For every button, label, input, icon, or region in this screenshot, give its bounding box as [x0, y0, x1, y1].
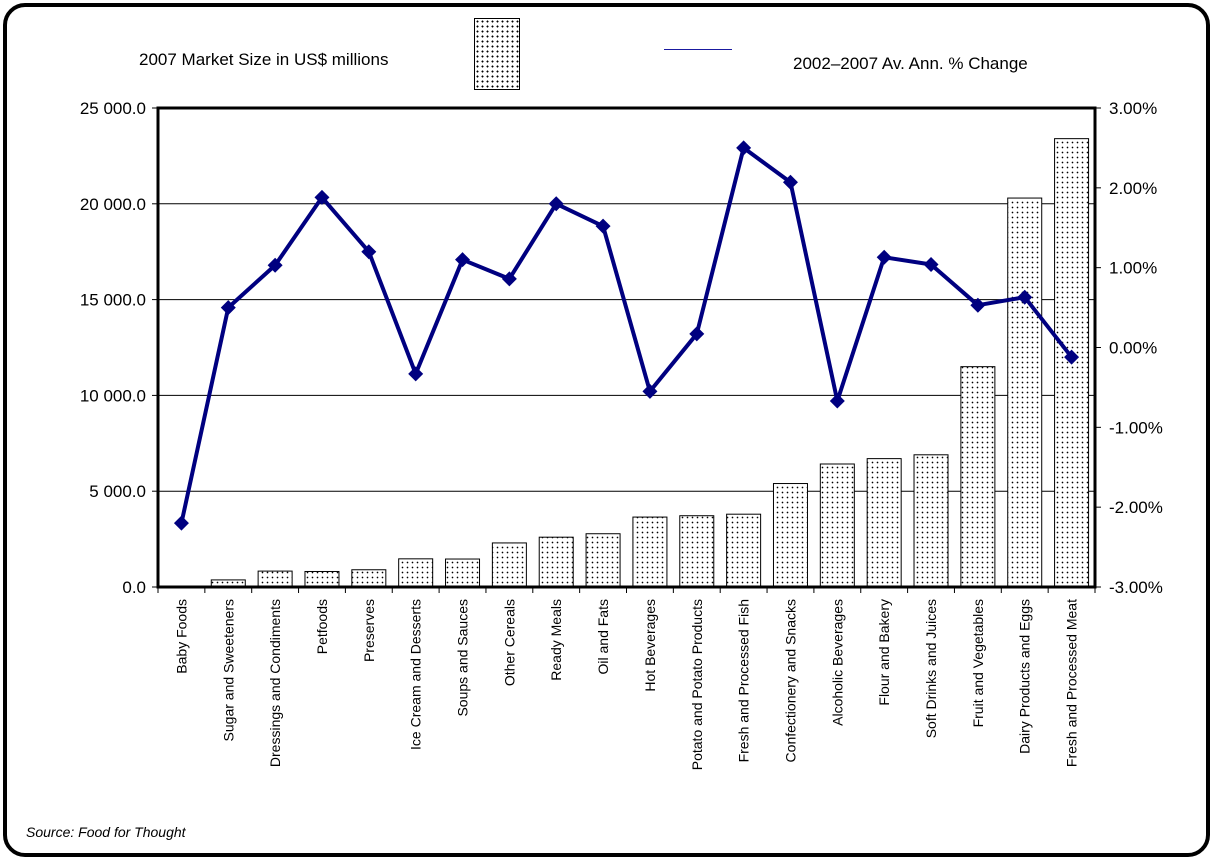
line-point-marker	[314, 189, 330, 205]
line-point-marker	[782, 174, 798, 190]
bar	[491, 542, 527, 588]
left-axis-tick-label: 25 000.0	[80, 99, 146, 118]
bar	[445, 558, 481, 588]
legend-bar-label: 2007 Market Size in US$ millions	[139, 50, 389, 69]
bar	[538, 536, 574, 588]
right-axis-tick-label: -3.00%	[1109, 578, 1163, 597]
x-axis-category-label: Confectionery and Snacks	[782, 599, 798, 762]
line-point-marker	[595, 218, 611, 234]
x-axis-category-label: Dressings and Condiments	[267, 599, 283, 767]
line-point-marker	[642, 383, 658, 399]
plot-area-border	[156, 106, 1097, 589]
x-axis-category-label: Sugar and Sweeteners	[220, 599, 236, 741]
right-axis-tick-label: 0.00%	[1109, 339, 1157, 358]
x-axis-category-label: Alcoholic Beverages	[829, 599, 845, 726]
bar-series	[163, 138, 1090, 588]
line-point-marker	[736, 140, 752, 156]
left-axis-tick-label: 20 000.0	[80, 195, 146, 214]
bar	[726, 513, 762, 588]
bar	[913, 454, 949, 588]
x-axis-category-label: Baby Foods	[173, 599, 189, 674]
line-point-marker	[220, 300, 236, 316]
left-axis-tick-label: 15 000.0	[80, 291, 146, 310]
x-axis-category-label: Fresh and Processed Meat	[1064, 599, 1080, 767]
x-axis-category-label: Hot Beverages	[642, 599, 658, 692]
line-point-marker	[173, 515, 189, 531]
bar	[351, 569, 387, 588]
x-axis-category-label: Dairy Products and Eggs	[1017, 599, 1033, 754]
x-axis-category-label: Fresh and Processed Fish	[736, 599, 752, 762]
source-note: Source: Food for Thought	[26, 824, 186, 840]
right-axis-tick-label: 3.00%	[1109, 99, 1157, 118]
x-axis-category-label: Potato and Potato Products	[689, 599, 705, 770]
line-point-marker	[1064, 349, 1080, 365]
left-axis-tick-label: 0.0	[122, 578, 146, 597]
line-point-marker	[408, 366, 424, 382]
gridlines	[158, 203, 1095, 492]
left-axis-tick-label: 10 000.0	[80, 386, 146, 405]
bar	[819, 463, 855, 588]
right-axis-tick-label: -2.00%	[1109, 498, 1163, 517]
x-axis-category-label: Ready Meals	[548, 599, 564, 681]
line-point-marker	[455, 252, 471, 268]
bar	[398, 558, 434, 588]
x-axis-category-label: Ice Cream and Desserts	[408, 599, 424, 750]
x-axis-category-label: Petfoods	[314, 599, 330, 654]
bar	[679, 515, 715, 588]
line-point-marker	[501, 271, 517, 287]
bar	[1007, 197, 1043, 588]
x-axis-category-label: Preserves	[361, 599, 377, 662]
line-point-marker	[1017, 289, 1033, 305]
right-axis-tick-label: 1.00%	[1109, 259, 1157, 278]
line-point-marker	[829, 393, 845, 409]
left-axis-tick-label: 5 000.0	[89, 482, 146, 501]
x-axis-category-label: Oil and Fats	[595, 599, 611, 674]
bar	[304, 570, 340, 588]
line-series-path	[179, 145, 1074, 524]
line-point-marker	[876, 249, 892, 265]
bar	[585, 533, 621, 588]
line-point-marker	[361, 244, 377, 260]
bar	[772, 483, 808, 588]
legend-line-label: 2002–2007 Av. Ann. % Change	[793, 54, 1028, 73]
legend-line-swatch	[664, 49, 732, 50]
axes	[152, 106, 1101, 593]
axis-labels: 0.0 5 000.0 10 000.0 15 000.0 20 000.0 25 000…	[80, 99, 1163, 770]
x-axis-category-label: Soft Drinks and Juices	[923, 599, 939, 738]
bar	[866, 458, 902, 588]
legend-bar-swatch	[474, 18, 520, 90]
line-point-marker	[548, 196, 564, 212]
line-series	[173, 140, 1080, 531]
bar	[632, 516, 668, 588]
x-axis-category-label: Soups and Sauces	[455, 599, 471, 717]
x-axis-category-label: Flour and Bakery	[876, 599, 892, 706]
line-point-marker	[689, 326, 705, 342]
right-axis-tick-label: 2.00%	[1109, 179, 1157, 198]
line-point-marker	[970, 297, 986, 313]
line-point-marker	[267, 257, 283, 273]
x-axis-category-label: Fruit and Vegetables	[970, 599, 986, 727]
bar	[257, 570, 293, 588]
line-point-marker	[923, 256, 939, 272]
right-axis-tick-label: -1.00%	[1109, 418, 1163, 437]
bar	[960, 366, 996, 588]
x-axis-category-label: Other Cereals	[501, 599, 517, 686]
